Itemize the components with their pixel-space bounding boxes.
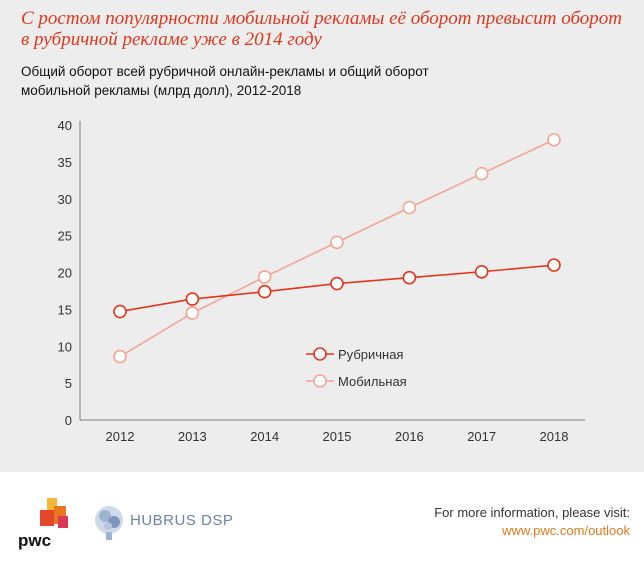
line-segment-mobile: [481, 139, 555, 175]
line-segment-rubric: [481, 264, 555, 273]
line-segment-mobile: [264, 241, 338, 278]
brain-icon: [95, 506, 123, 540]
chart-panel: С ростом популярности мобильной рекламы …: [0, 0, 644, 472]
x-tick-label: 2016: [395, 429, 424, 444]
data-point-mobile: [474, 166, 489, 181]
line-chart: 0 5 10 15 20 25 30 35 40 2012 2013 2014 2015 2016 2017…: [58, 118, 585, 444]
legend-label-rubric: Рубричная: [338, 347, 403, 362]
info-label: For more information, please visit:: [434, 505, 630, 520]
series-points: [113, 132, 561, 364]
data-point-rubric: [402, 270, 417, 285]
line-segment-rubric: [192, 290, 265, 300]
data-point-mobile: [402, 200, 417, 215]
data-point-mobile: [330, 235, 344, 250]
y-tick-label: 20: [58, 266, 72, 281]
data-point-mobile: [113, 349, 127, 364]
data-point-rubric: [257, 284, 272, 299]
y-tick-label: 5: [65, 376, 72, 391]
data-point-mobile: [547, 132, 561, 147]
y-tick-label: 0: [65, 413, 72, 428]
hubrus-wordmark: HUBRUS DSP: [130, 512, 234, 529]
footer-info: For more information, please visit: www.…: [434, 504, 630, 540]
line-segment-rubric: [119, 298, 193, 313]
y-tick-label: 25: [58, 229, 72, 244]
x-tick-label: 2012: [106, 429, 135, 444]
x-tick-label: 2018: [540, 429, 569, 444]
pwc-wordmark: pwc: [18, 531, 51, 550]
data-point-rubric: [547, 258, 561, 272]
x-tick-label: 2014: [250, 429, 279, 444]
data-point-rubric: [474, 264, 489, 279]
legend-swatch-marker-rubric: [313, 347, 327, 361]
data-point-mobile: [185, 306, 200, 320]
line-segment-rubric: [409, 270, 482, 279]
chart-subtitle: Общий оборот всей рубричной онлайн-рекла…: [21, 64, 429, 98]
info-link[interactable]: www.pwc.com/outlook: [502, 523, 630, 538]
data-point-mobile: [257, 270, 272, 284]
footer: pwc HUBRUS DSP For more information, ple…: [0, 472, 644, 578]
line-segment-mobile: [336, 206, 410, 243]
line-segment-rubric: [264, 282, 338, 293]
x-tick-label: 2015: [323, 429, 352, 444]
headline: С ростом популярности мобильной рекламы …: [21, 8, 622, 50]
x-tick-label: 2017: [467, 429, 496, 444]
y-tick-label: 10: [58, 339, 72, 354]
data-point-rubric: [113, 304, 127, 319]
legend-swatch-marker-mobile: [313, 374, 327, 388]
y-tick-label: 30: [58, 192, 72, 207]
y-tick-label: 15: [58, 302, 72, 317]
line-segment-mobile: [408, 172, 483, 209]
legend-label-mobile: Мобильная: [338, 374, 407, 389]
legend: Рубричная Мобильная: [306, 347, 407, 389]
line-segment-mobile: [119, 312, 193, 358]
data-point-rubric: [185, 292, 200, 306]
series-lines: [119, 139, 555, 358]
hubrus-dsp-logo: HUBRUS DSP: [92, 502, 242, 542]
line-segment-rubric: [336, 276, 410, 285]
x-tick-label: 2013: [178, 429, 207, 444]
axes: 0 5 10 15 20 25 30 35 40 2012 2013 2014 2015 2016 2017…: [58, 118, 585, 444]
y-tick-label: 40: [58, 118, 72, 133]
y-tick-label: 35: [58, 155, 72, 170]
data-point-rubric: [330, 276, 344, 291]
pwc-logo: pwc: [18, 498, 68, 550]
